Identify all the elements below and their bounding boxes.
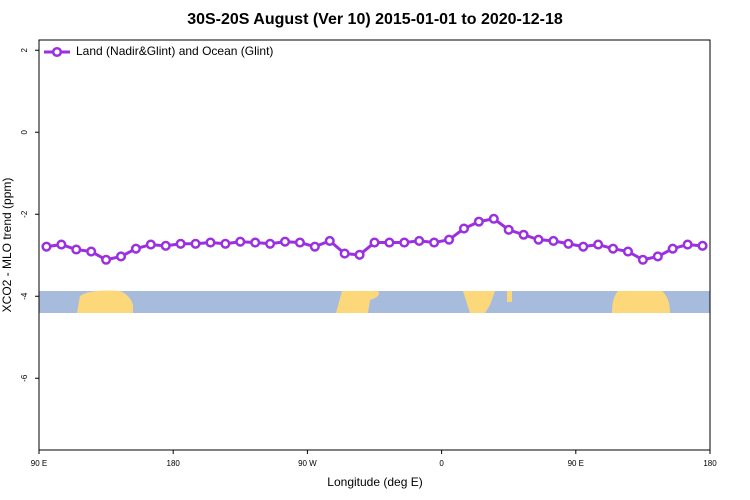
data-point xyxy=(294,237,305,248)
land xyxy=(507,291,512,302)
data-point xyxy=(101,254,112,265)
data-point xyxy=(488,213,499,224)
x-axis-label: Longitude (deg E) xyxy=(327,475,422,489)
data-point xyxy=(578,241,589,252)
data-point xyxy=(682,239,693,250)
data-point xyxy=(533,234,544,245)
x-tick-label: 180 xyxy=(703,459,717,468)
data-point xyxy=(220,238,231,249)
y-axis-label: XCO2 - MLO trend (ppm) xyxy=(0,178,14,313)
data-point xyxy=(175,238,186,249)
plot-frame xyxy=(38,39,711,451)
data-point xyxy=(652,251,663,262)
data-point xyxy=(235,236,246,247)
x-tick-label: 90 W xyxy=(298,459,317,468)
land xyxy=(77,290,133,313)
data-point xyxy=(309,241,320,252)
x-tick-label: 0 xyxy=(439,459,444,468)
x-tick-label: 90 E xyxy=(31,459,47,468)
data-point xyxy=(399,237,410,248)
data-point xyxy=(667,243,678,254)
land xyxy=(336,291,379,313)
data-point xyxy=(458,223,470,234)
land xyxy=(612,291,670,313)
data-point xyxy=(593,239,604,250)
data-point xyxy=(250,237,261,248)
data-point xyxy=(324,235,335,246)
data-point xyxy=(503,224,514,235)
chart-title: 30S-20S August (Ver 10) 2015-01-01 to 20… xyxy=(187,11,563,28)
data-point xyxy=(160,240,171,251)
data-point xyxy=(697,240,708,251)
data-point xyxy=(354,249,365,260)
legend-marker xyxy=(51,46,63,58)
y-tick-label: -2 xyxy=(20,210,29,218)
data-point xyxy=(563,238,574,249)
data-point xyxy=(429,237,440,248)
data-point xyxy=(145,239,156,250)
data-point xyxy=(608,243,619,254)
data-point xyxy=(369,237,380,248)
data-point xyxy=(622,246,634,257)
y-tick-label: 0 xyxy=(20,129,29,134)
y-tick-label: -4 xyxy=(20,292,29,300)
data-point xyxy=(444,234,455,245)
data-point xyxy=(41,241,52,252)
data-point xyxy=(115,251,127,262)
y-tick-label: 2 xyxy=(20,47,29,52)
legend-label: Land (Nadir&Glint) and Ocean (Glint) xyxy=(76,44,273,58)
data-point xyxy=(205,237,216,248)
data-point xyxy=(56,239,67,250)
data-point xyxy=(190,238,201,249)
data-point xyxy=(518,229,529,240)
data-point xyxy=(339,248,350,259)
data-point xyxy=(548,235,559,246)
x-tick-label: 90 E xyxy=(568,459,584,468)
data-point xyxy=(473,216,484,227)
data-point xyxy=(414,235,425,246)
data-point xyxy=(265,238,276,249)
data-point xyxy=(71,244,82,255)
data-point xyxy=(86,246,97,257)
y-tick-label: -6 xyxy=(20,374,29,382)
data-point xyxy=(637,254,648,265)
data-point xyxy=(130,243,141,254)
land xyxy=(463,291,495,313)
land-ocean-strip xyxy=(39,290,710,313)
x-tick-label: 180 xyxy=(167,459,181,468)
ocean xyxy=(39,291,710,313)
data-point xyxy=(384,237,395,248)
data-point xyxy=(279,236,291,247)
